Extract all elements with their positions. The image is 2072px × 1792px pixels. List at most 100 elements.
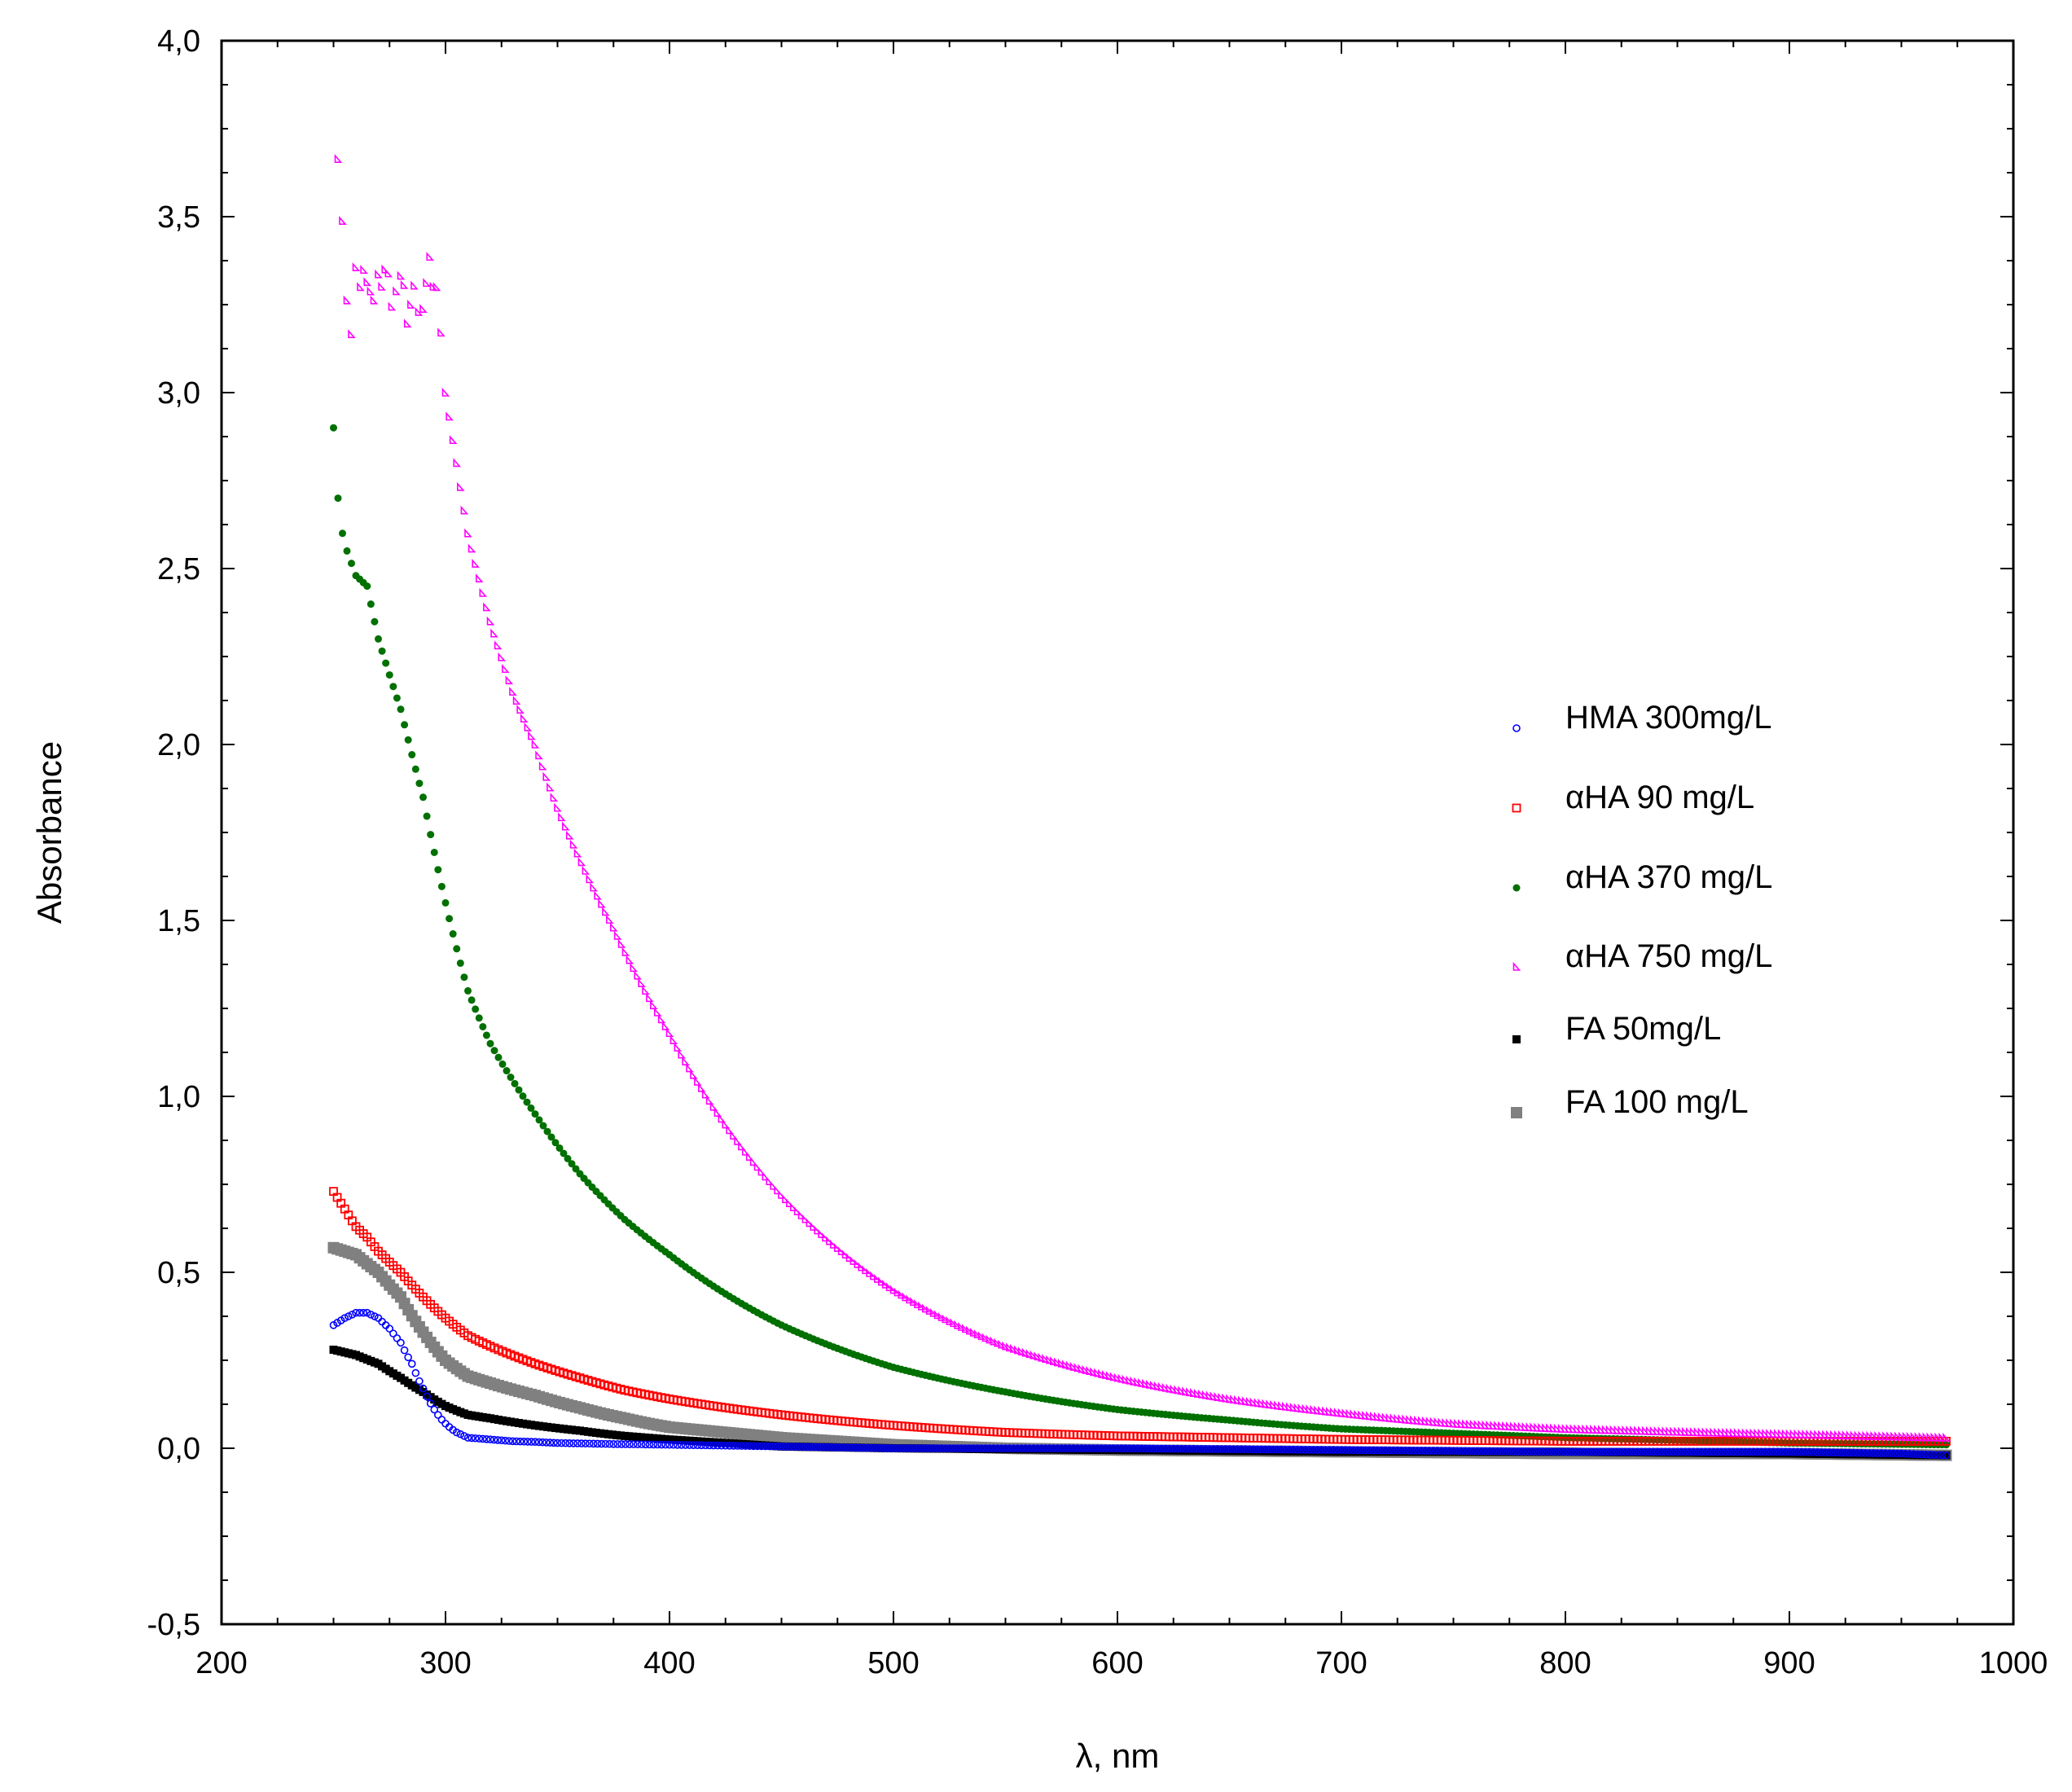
data-point bbox=[1781, 1447, 1789, 1456]
data-point bbox=[1049, 1444, 1058, 1452]
data-point bbox=[1777, 1447, 1785, 1456]
data-point bbox=[1209, 1391, 1218, 1401]
data-point bbox=[753, 1162, 762, 1171]
data-point bbox=[602, 907, 610, 916]
data-point bbox=[1257, 1445, 1266, 1454]
data-point bbox=[1877, 1449, 1885, 1457]
data-point bbox=[1657, 1447, 1666, 1456]
data-point bbox=[1029, 1444, 1038, 1452]
data-point bbox=[1797, 1447, 1806, 1456]
data-point bbox=[606, 915, 614, 924]
data-point bbox=[1881, 1449, 1890, 1457]
data-point bbox=[1433, 1447, 1442, 1455]
data-point bbox=[582, 1439, 590, 1447]
data-point bbox=[509, 687, 517, 696]
data-point bbox=[1417, 1447, 1426, 1455]
data-point bbox=[1785, 1447, 1793, 1456]
data-point bbox=[785, 1443, 794, 1451]
data-point bbox=[865, 1443, 874, 1452]
data-point bbox=[849, 1255, 858, 1265]
data-point bbox=[881, 1279, 890, 1289]
data-point bbox=[921, 1444, 930, 1452]
data-point bbox=[1302, 1403, 1310, 1413]
data-point bbox=[1513, 1421, 1522, 1431]
data-point bbox=[774, 1185, 782, 1195]
data-point bbox=[1337, 1408, 1346, 1417]
data-point bbox=[973, 1329, 982, 1338]
data-point bbox=[1542, 1423, 1550, 1432]
data-point bbox=[1274, 1400, 1282, 1410]
data-point bbox=[1930, 1432, 1938, 1442]
data-point bbox=[657, 1440, 665, 1449]
data-point bbox=[1589, 1447, 1598, 1456]
data-point bbox=[902, 1292, 910, 1302]
data-point bbox=[1922, 1432, 1931, 1442]
data-point bbox=[757, 1166, 766, 1176]
data-point bbox=[773, 1442, 782, 1451]
data-point bbox=[925, 1306, 934, 1315]
data-point bbox=[1641, 1425, 1650, 1435]
data-point bbox=[986, 1444, 994, 1452]
data-point bbox=[921, 1303, 930, 1313]
data-point bbox=[1281, 1445, 1290, 1454]
data-point bbox=[1645, 1447, 1653, 1456]
y-tick-label: 1,0 bbox=[157, 1080, 200, 1114]
data-point bbox=[1229, 1445, 1238, 1453]
data-point bbox=[1285, 1402, 1294, 1412]
data-point bbox=[468, 996, 476, 1004]
y-tick-label: 4,0 bbox=[157, 24, 200, 59]
data-point bbox=[1741, 1447, 1749, 1456]
legend-marker bbox=[1512, 1035, 1521, 1043]
data-point bbox=[490, 628, 498, 638]
data-point bbox=[613, 1440, 621, 1448]
data-point bbox=[1277, 1445, 1286, 1454]
data-point bbox=[1693, 1447, 1701, 1456]
legend-marker bbox=[1512, 724, 1521, 732]
data-point bbox=[389, 1329, 397, 1337]
data-point bbox=[1365, 1446, 1374, 1455]
data-point bbox=[949, 1444, 958, 1452]
data-point bbox=[1166, 1444, 1174, 1453]
data-point bbox=[626, 955, 634, 964]
data-point bbox=[1477, 1447, 1486, 1456]
data-point bbox=[877, 1443, 886, 1452]
data-point bbox=[460, 505, 469, 515]
data-point bbox=[626, 1440, 634, 1448]
data-point bbox=[482, 1031, 490, 1039]
data-point bbox=[1541, 1447, 1550, 1456]
data-point bbox=[1357, 1446, 1366, 1455]
data-point bbox=[1525, 1447, 1534, 1456]
data-point bbox=[557, 1438, 566, 1447]
data-point bbox=[1138, 1377, 1146, 1387]
data-point bbox=[826, 1236, 834, 1245]
data-point bbox=[1557, 1423, 1566, 1433]
data-point bbox=[809, 1443, 818, 1452]
y-tick-label: 0,5 bbox=[157, 1256, 200, 1290]
data-point bbox=[1766, 1429, 1774, 1438]
data-point bbox=[1637, 1447, 1646, 1456]
data-point bbox=[1609, 1425, 1618, 1434]
y-tick-label: 2,0 bbox=[157, 728, 200, 762]
data-point bbox=[1918, 1432, 1927, 1442]
data-point bbox=[367, 1311, 375, 1319]
data-point bbox=[1010, 1343, 1018, 1353]
x-tick-label: 600 bbox=[1091, 1646, 1143, 1680]
data-point bbox=[1417, 1416, 1426, 1425]
data-point bbox=[1193, 1444, 1202, 1453]
data-point bbox=[1397, 1446, 1406, 1455]
data-point bbox=[1438, 1417, 1446, 1427]
data-point bbox=[870, 1271, 878, 1280]
data-point bbox=[1013, 1345, 1022, 1355]
data-point bbox=[1929, 1451, 1938, 1459]
data-point bbox=[375, 269, 383, 279]
data-point bbox=[1297, 1403, 1306, 1413]
data-point bbox=[468, 1434, 476, 1443]
data-point bbox=[528, 731, 536, 740]
data-point bbox=[993, 1444, 1002, 1452]
data-point bbox=[486, 1435, 494, 1443]
data-point bbox=[1385, 1412, 1394, 1422]
data-point bbox=[1221, 1445, 1230, 1453]
data-point bbox=[885, 1444, 893, 1452]
data-point bbox=[674, 1042, 683, 1052]
